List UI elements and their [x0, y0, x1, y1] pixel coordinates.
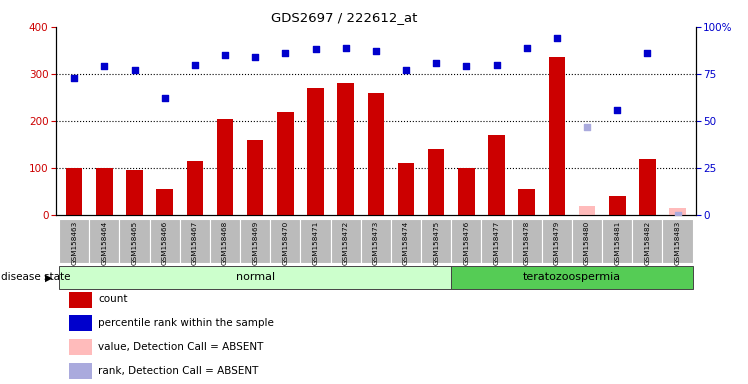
Bar	[270, 219, 301, 263]
Text: count: count	[98, 294, 128, 304]
Bar	[421, 219, 451, 263]
Bar	[458, 168, 475, 215]
Bar	[398, 163, 414, 215]
Text: GSM158471: GSM158471	[313, 221, 319, 265]
Point	[310, 46, 322, 53]
Point	[400, 67, 412, 73]
Text: GSM158473: GSM158473	[373, 221, 379, 265]
Bar	[247, 140, 263, 215]
Bar	[69, 363, 92, 379]
Bar	[120, 219, 150, 263]
Point	[521, 45, 533, 51]
Point	[159, 95, 171, 101]
Text: GSM158475: GSM158475	[433, 221, 439, 265]
Bar	[518, 189, 535, 215]
Bar	[482, 219, 512, 263]
Text: rank, Detection Call = ABSENT: rank, Detection Call = ABSENT	[98, 366, 259, 376]
Text: GSM158463: GSM158463	[71, 221, 77, 265]
Bar	[428, 149, 444, 215]
Bar	[512, 219, 542, 263]
Text: disease state: disease state	[1, 272, 70, 283]
Bar	[150, 219, 180, 263]
Bar	[156, 189, 173, 215]
Bar	[579, 206, 595, 215]
Bar	[669, 208, 686, 215]
Text: GSM158465: GSM158465	[132, 221, 138, 265]
Text: GSM158479: GSM158479	[554, 221, 560, 265]
Text: normal: normal	[236, 272, 275, 283]
Text: GSM158474: GSM158474	[403, 221, 409, 265]
Text: GSM158481: GSM158481	[614, 221, 620, 265]
Bar	[89, 219, 120, 263]
Text: GSM158468: GSM158468	[222, 221, 228, 265]
Bar	[451, 266, 693, 289]
Bar	[69, 339, 92, 356]
Bar	[451, 219, 482, 263]
Point	[99, 63, 111, 70]
Bar	[572, 219, 602, 263]
Bar	[639, 159, 656, 215]
Bar	[602, 219, 632, 263]
Bar	[180, 219, 210, 263]
Bar	[301, 219, 331, 263]
Bar	[217, 119, 233, 215]
Text: value, Detection Call = ABSENT: value, Detection Call = ABSENT	[98, 342, 264, 352]
Bar	[331, 219, 361, 263]
Point	[581, 124, 593, 130]
Bar	[277, 112, 294, 215]
Text: GSM158470: GSM158470	[282, 221, 289, 265]
Point	[611, 107, 623, 113]
Point	[551, 35, 562, 41]
Bar	[240, 219, 270, 263]
Text: GSM158477: GSM158477	[494, 221, 500, 265]
Bar	[542, 219, 572, 263]
Bar	[66, 168, 82, 215]
Bar	[488, 135, 505, 215]
Bar	[59, 219, 89, 263]
Bar	[632, 219, 663, 263]
Text: GDS2697 / 222612_at: GDS2697 / 222612_at	[271, 12, 417, 25]
Bar	[391, 219, 421, 263]
Bar	[59, 266, 451, 289]
Text: GSM158480: GSM158480	[584, 221, 590, 265]
Point	[491, 61, 503, 68]
Point	[129, 67, 141, 73]
Bar	[126, 170, 143, 215]
Point	[189, 61, 201, 68]
Point	[430, 60, 442, 66]
Text: GSM158478: GSM158478	[524, 221, 530, 265]
Bar	[361, 219, 391, 263]
Bar	[186, 161, 203, 215]
Text: GSM158476: GSM158476	[463, 221, 470, 265]
Bar	[548, 58, 565, 215]
Point	[280, 50, 292, 56]
Text: GSM158469: GSM158469	[252, 221, 258, 265]
Text: GSM158472: GSM158472	[343, 221, 349, 265]
Bar	[307, 88, 324, 215]
Text: GSM158467: GSM158467	[192, 221, 198, 265]
Text: percentile rank within the sample: percentile rank within the sample	[98, 318, 275, 328]
Point	[672, 212, 684, 218]
Point	[460, 63, 472, 70]
Point	[340, 45, 352, 51]
Text: GSM158466: GSM158466	[162, 221, 168, 265]
Bar	[69, 315, 92, 331]
Text: teratozoospermia: teratozoospermia	[523, 272, 621, 283]
Text: GSM158464: GSM158464	[102, 221, 108, 265]
Text: ▶: ▶	[45, 272, 52, 283]
Text: GSM158483: GSM158483	[675, 221, 681, 265]
Point	[641, 50, 653, 56]
Point	[68, 74, 80, 81]
Text: GSM158482: GSM158482	[644, 221, 650, 265]
Bar	[367, 93, 384, 215]
Point	[370, 48, 381, 55]
Bar	[96, 168, 113, 215]
Bar	[210, 219, 240, 263]
Bar	[663, 219, 693, 263]
Bar	[609, 196, 625, 215]
Point	[249, 54, 261, 60]
Bar	[337, 83, 354, 215]
Point	[219, 52, 231, 58]
Bar	[69, 291, 92, 308]
